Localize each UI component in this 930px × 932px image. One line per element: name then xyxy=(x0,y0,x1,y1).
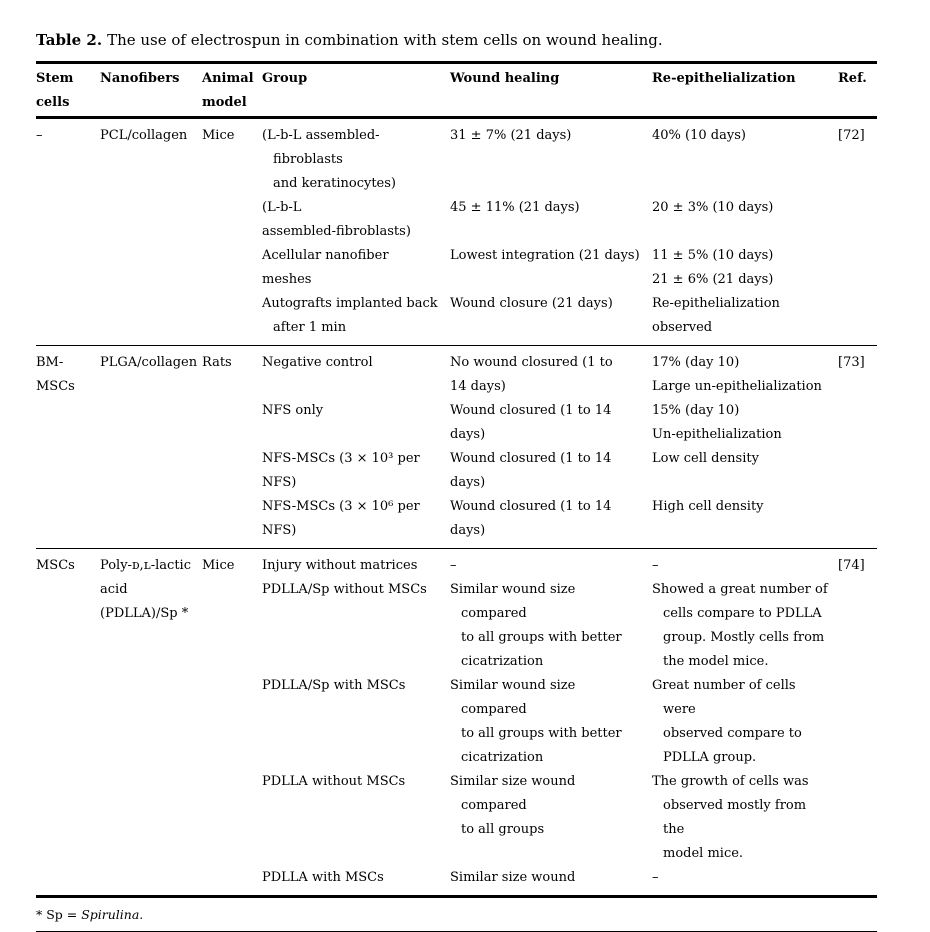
cell-re-epithelialization: 11 ± 5% (10 days) 21 ± 6% (21 days) xyxy=(652,248,774,287)
cell-wound-healing: Similar wound size compared to all group… xyxy=(450,582,622,669)
cell-re-epithelialization: 17% (day 10) Large un-epithelialization xyxy=(652,345,838,399)
cell-wound-healing: Wound closured (1 to 14 days) xyxy=(450,451,612,490)
cell-group: NFS-MSCs (3 × 10³ per NFS) xyxy=(262,451,420,490)
cell-re-epithelialization: The growth of cells was observed mostly … xyxy=(652,774,809,861)
cell-animal-model: Rats xyxy=(202,345,262,549)
cell-group: NFS-MSCs (3 × 10⁶ per NFS) xyxy=(262,499,420,538)
cell-re-epithelialization: Showed a great number of cells compare t… xyxy=(652,582,828,669)
cell-group: PDLLA without MSCs xyxy=(262,774,406,789)
cell-wound-healing: Lowest integration (21 days) xyxy=(450,248,640,263)
paper-page: Table 2. The use of electrospun in combin… xyxy=(36,30,877,932)
table-section-3: MSCs Poly-ᴅ,ʟ-lactic acid (PDLLA)/Sp * M… xyxy=(36,548,877,897)
header-ref: Ref. xyxy=(838,62,877,119)
table-caption-label: Table 2. xyxy=(36,31,103,49)
cell-ref: [73] xyxy=(838,345,877,549)
cell-stem-cells: BM-MSCs xyxy=(36,345,100,549)
table-caption-text: The use of electrospun in combination wi… xyxy=(107,31,663,49)
header-wound-healing: Wound healing xyxy=(450,62,652,119)
cell-re-epithelialization: Low cell density xyxy=(652,451,759,466)
cell-re-epithelialization: 15% (day 10) Un-epithelialization xyxy=(652,403,782,442)
cell-nanofibers: PLGA/collagen xyxy=(100,345,202,549)
table-row: Autografts implanted back after 1 min Wo… xyxy=(36,292,877,346)
cell-group: PDLLA/Sp with MSCs xyxy=(262,678,406,693)
table-header-row: Stem cells Nanofibers Animal model Group… xyxy=(36,62,877,119)
cell-wound-healing: No wound closured (1 to 14 days) xyxy=(450,345,652,399)
cell-ref: [74] xyxy=(838,548,877,897)
cell-wound-healing: Similar size wound xyxy=(450,870,576,885)
cell-wound-healing: – xyxy=(450,548,652,578)
table-row: NFS-MSCs (3 × 10³ per NFS) Wound closure… xyxy=(36,447,877,495)
header-nanofibers: Nanofibers xyxy=(100,62,202,119)
header-stem-cells: Stem cells xyxy=(36,62,100,119)
cell-re-epithelialization: – xyxy=(652,870,659,885)
table-row: PDLLA/Sp with MSCs Similar wound size co… xyxy=(36,674,877,770)
cell-re-epithelialization: 40% (10 days) xyxy=(652,128,746,143)
cell-animal-model: Mice xyxy=(202,128,235,143)
header-animal-model: Animal model xyxy=(202,62,262,119)
table-row: Acellular nanofiber meshes Lowest integr… xyxy=(36,244,877,292)
cell-group: PDLLA/Sp without MSCs xyxy=(262,582,427,597)
cell-wound-healing: 31 ± 7% (21 days) xyxy=(450,128,572,143)
table-section-1: – PCL/collagen Mice (L-b-L assembled-fib… xyxy=(36,118,877,346)
table-row: NFS only Wound closured (1 to 14 days) 1… xyxy=(36,399,877,447)
table-section-2: BM-MSCs PLGA/collagen Rats Negative cont… xyxy=(36,345,877,549)
table-row: NFS-MSCs (3 × 10⁶ per NFS) Wound closure… xyxy=(36,495,877,549)
cell-re-epithelialization: Great number of cells were observed comp… xyxy=(652,678,802,765)
cell-group: (L-b-L assembled-fibroblasts) xyxy=(262,200,411,239)
cell-group: PDLLA with MSCs xyxy=(262,870,384,885)
cell-re-epithelialization: High cell density xyxy=(652,499,764,514)
footnote-species: Spirulina. xyxy=(81,907,144,922)
cell-wound-healing: Wound closure (21 days) xyxy=(450,296,613,311)
cell-group: Autografts implanted back after 1 min xyxy=(262,296,438,335)
footnote: * Sp = Spirulina. xyxy=(36,898,877,932)
cell-re-epithelialization: Re-epithelialization observed xyxy=(652,296,780,335)
cell-stem-cells: – xyxy=(36,128,43,143)
table-row: BM-MSCs PLGA/collagen Rats Negative cont… xyxy=(36,345,877,549)
cell-group: (L-b-L assembled-fibroblasts and keratin… xyxy=(262,128,396,191)
cell-wound-healing: 45 ± 11% (21 days) xyxy=(450,200,580,215)
footnote-prefix: * Sp = xyxy=(36,907,82,922)
cell-group: Acellular nanofiber meshes xyxy=(262,248,389,287)
cell-wound-healing: Similar size wound compared to all group… xyxy=(450,774,576,837)
cell-nanofibers: Poly-ᴅ,ʟ-lactic acid (PDLLA)/Sp * xyxy=(100,548,202,897)
cell-group: Negative control xyxy=(262,345,450,399)
cell-animal-model: Mice xyxy=(202,548,262,897)
table-row: (L-b-L assembled-fibroblasts) 45 ± 11% (… xyxy=(36,196,877,244)
table-row: – PCL/collagen Mice (L-b-L assembled-fib… xyxy=(36,118,877,197)
cell-group: NFS only xyxy=(262,403,324,418)
results-table: Stem cells Nanofibers Animal model Group… xyxy=(36,61,877,898)
cell-wound-healing: Wound closured (1 to 14 days) xyxy=(450,403,612,442)
table-row: PDLLA/Sp without MSCs Similar wound size… xyxy=(36,578,877,674)
cell-stem-cells: MSCs xyxy=(36,548,100,897)
cell-group: Injury without matrices xyxy=(262,548,450,578)
cell-ref: [72] xyxy=(838,128,865,143)
header-re-epithelialization: Re-epithelialization xyxy=(652,62,838,119)
table-caption: Table 2. The use of electrospun in combin… xyxy=(36,30,877,50)
table-header: Stem cells Nanofibers Animal model Group… xyxy=(36,62,877,119)
cell-re-epithelialization: – xyxy=(652,548,838,578)
cell-re-epithelialization: 20 ± 3% (10 days) xyxy=(652,200,774,215)
header-group: Group xyxy=(262,62,450,119)
cell-wound-healing: Similar wound size compared to all group… xyxy=(450,678,622,765)
table-row: MSCs Poly-ᴅ,ʟ-lactic acid (PDLLA)/Sp * M… xyxy=(36,548,877,897)
cell-wound-healing: Wound closured (1 to 14 days) xyxy=(450,499,612,538)
cell-nanofibers: PCL/collagen xyxy=(100,128,188,143)
